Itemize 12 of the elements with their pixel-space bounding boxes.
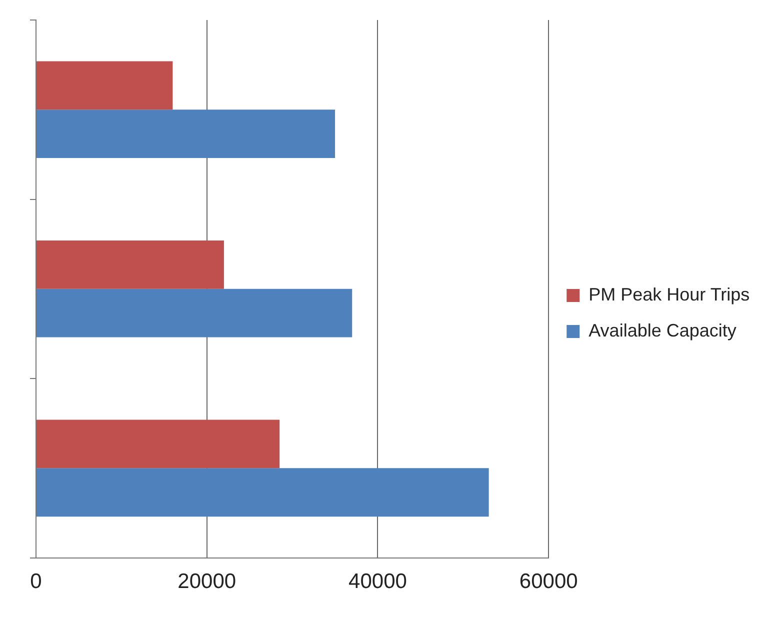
- bar: [36, 110, 336, 158]
- x-tick-label: 60000: [519, 570, 578, 594]
- x-tick-label: 20000: [178, 570, 236, 594]
- bar: [36, 288, 352, 338]
- x-tick-label: 40000: [348, 570, 407, 594]
- bar: [36, 420, 280, 468]
- bar: [36, 61, 173, 110]
- bar: [36, 240, 224, 289]
- bar: [36, 468, 489, 517]
- legend-label: Available Capacity: [588, 320, 736, 340]
- x-tick-label: 0: [30, 570, 42, 594]
- legend-label: PM Peak Hour Trips: [588, 284, 750, 304]
